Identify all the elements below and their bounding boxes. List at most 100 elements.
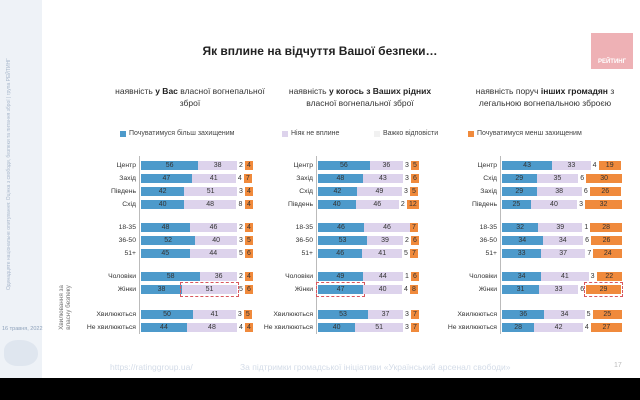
bar-segment-more-protected: 44 bbox=[141, 323, 187, 332]
bar-segment-no-effect: 41 bbox=[541, 272, 589, 281]
bar-segment-no-effect: 40 bbox=[530, 200, 578, 209]
bar-segment-hard-to-say: 4 bbox=[584, 324, 589, 331]
bar-segment-more-protected: 28 bbox=[502, 323, 535, 332]
footer-support: За підтримки громадської ініціативи «Укр… bbox=[240, 362, 511, 372]
chart-1-axis bbox=[139, 156, 140, 334]
chart-2-axis bbox=[316, 156, 317, 334]
category-label: Південь bbox=[288, 201, 313, 208]
bar-segment-less-protected: 7 bbox=[409, 249, 418, 258]
category-label: 36-50 bbox=[118, 237, 136, 244]
sidebar: Одинадцяте національне опитування: Оцінк… bbox=[0, 0, 43, 378]
bar-segment-less-protected: 8 bbox=[409, 285, 418, 294]
bar-segment-less-protected: 32 bbox=[585, 200, 622, 209]
bar-segment-more-protected: 50 bbox=[141, 310, 194, 319]
bar-segment-more-protected: 45 bbox=[141, 249, 190, 258]
bar-segment-hard-to-say: 7 bbox=[587, 250, 592, 257]
legend-item-more-protected: Почуватимуся більш захищеним bbox=[120, 130, 282, 137]
bar-segment-more-protected: 31 bbox=[502, 285, 539, 294]
bar-segment-no-effect: 39 bbox=[538, 223, 583, 232]
bar-segment-no-effect: 36 bbox=[200, 272, 237, 281]
category-label: Жінки bbox=[294, 286, 313, 293]
bar-segment-hard-to-say: 2 bbox=[239, 273, 243, 280]
bar-segment-hard-to-say: 3 bbox=[404, 188, 408, 195]
bar-segment-no-effect: 33 bbox=[552, 161, 591, 170]
bar-segment-no-effect: 35 bbox=[536, 174, 579, 183]
category-label: Не хвилюються bbox=[263, 324, 313, 331]
legend-swatch bbox=[282, 130, 288, 137]
bar-segment-hard-to-say: 5 bbox=[239, 286, 243, 293]
bar-segment-less-protected: 6 bbox=[411, 272, 419, 281]
bar-segment-more-protected: 48 bbox=[141, 223, 191, 232]
highlight-box bbox=[316, 282, 366, 297]
bar-segment-no-effect: 39 bbox=[366, 236, 403, 245]
vertical-axis-label: Хвилювання за власну безпеку bbox=[58, 285, 72, 330]
bar-segment-less-protected: 6 bbox=[245, 285, 253, 294]
category-label: Захід bbox=[480, 188, 497, 195]
category-label: 36-50 bbox=[479, 237, 497, 244]
category-label: Жінки bbox=[478, 286, 497, 293]
bar-segment-hard-to-say: 5 bbox=[404, 250, 408, 257]
bar-segment-less-protected: 6 bbox=[411, 174, 419, 183]
bar-segment-no-effect: 38 bbox=[198, 161, 237, 170]
bar-segment-more-protected: 47 bbox=[141, 174, 192, 183]
bar-segment-more-protected: 38 bbox=[141, 285, 182, 294]
category-label: Захід bbox=[296, 175, 313, 182]
bar-segment-no-effect: 37 bbox=[368, 310, 403, 319]
legend-item-less-protected: Почуватимуся менш захищеним bbox=[468, 130, 582, 137]
bar-segment-less-protected: 6 bbox=[411, 236, 419, 245]
category-label: Південь bbox=[111, 188, 136, 195]
bar-segment-less-protected: 4 bbox=[245, 323, 253, 332]
bar-segment-hard-to-say: 3 bbox=[239, 188, 243, 195]
bar-segment-less-protected: 26 bbox=[589, 187, 621, 196]
bar-segment-no-effect: 34 bbox=[542, 236, 583, 245]
bar-segment-no-effect: 44 bbox=[189, 249, 237, 258]
bar-segment-more-protected: 36 bbox=[502, 310, 545, 319]
category-label: Не хвилюються bbox=[447, 324, 497, 331]
footer-url[interactable]: https://ratinggroup.ua/ bbox=[110, 362, 193, 372]
bar-segment-no-effect: 44 bbox=[362, 272, 403, 281]
bar-segment-less-protected: 29 bbox=[586, 285, 621, 294]
bar-segment-more-protected: 40 bbox=[318, 200, 356, 209]
sidebar-survey-title: Одинадцяте національне опитування: Оцінк… bbox=[6, 58, 12, 290]
category-label: Південь bbox=[472, 201, 497, 208]
category-label: 51+ bbox=[485, 250, 497, 257]
bar-segment-hard-to-say: 3 bbox=[237, 311, 242, 318]
bar-segment-hard-to-say: 2 bbox=[239, 224, 243, 231]
bar-segment-less-protected: 5 bbox=[409, 187, 418, 196]
bar-segment-hard-to-say: 6 bbox=[580, 175, 585, 182]
bar-segment-hard-to-say: 4 bbox=[239, 324, 243, 331]
legend-item-hard-to-say: Важко відповісти bbox=[374, 130, 468, 137]
survey-date: 16 травня, 2022 bbox=[2, 326, 43, 332]
category-label: Схід bbox=[299, 188, 313, 195]
bar-segment-less-protected: 22 bbox=[596, 272, 622, 281]
bar-segment-less-protected: 30 bbox=[586, 174, 622, 183]
bar-segment-no-effect: 46 bbox=[190, 223, 237, 232]
bar-segment-no-effect: 40 bbox=[363, 285, 402, 294]
chart-2-subtitle: наявність у когось з Ваших рідних власно… bbox=[288, 86, 432, 108]
legend-swatch bbox=[374, 130, 380, 137]
bar-segment-more-protected: 33 bbox=[502, 249, 542, 258]
bar-segment-no-effect: 36 bbox=[369, 161, 403, 170]
chart-3-axis bbox=[500, 156, 501, 334]
bar-segment-less-protected: 7 bbox=[411, 310, 419, 319]
category-label: Жінки bbox=[117, 286, 136, 293]
category-label: 51+ bbox=[124, 250, 136, 257]
category-label: 18-35 bbox=[295, 224, 313, 231]
bar-segment-no-effect: 37 bbox=[541, 249, 586, 258]
category-label: Хвилюються bbox=[273, 311, 313, 318]
bar-segment-no-effect: 49 bbox=[356, 187, 402, 196]
bar-segment-hard-to-say: 6 bbox=[585, 237, 589, 244]
bar-segment-hard-to-say: 4 bbox=[592, 162, 597, 169]
bar-segment-more-protected: 34 bbox=[502, 272, 542, 281]
bar-segment-no-effect: 46 bbox=[363, 223, 410, 232]
category-label: Схід bbox=[483, 175, 497, 182]
category-label: 36-50 bbox=[295, 237, 313, 244]
bar-segment-more-protected: 56 bbox=[141, 161, 199, 170]
bar-segment-hard-to-say: 5 bbox=[239, 250, 243, 257]
bar-segment-more-protected: 40 bbox=[141, 200, 185, 209]
bar-segment-more-protected: 48 bbox=[318, 174, 363, 183]
bar-segment-hard-to-say: 8 bbox=[238, 201, 243, 208]
bar-segment-less-protected: 7 bbox=[243, 174, 252, 183]
bar-segment-hard-to-say: 3 bbox=[405, 324, 409, 331]
bar-segment-more-protected: 42 bbox=[318, 187, 357, 196]
